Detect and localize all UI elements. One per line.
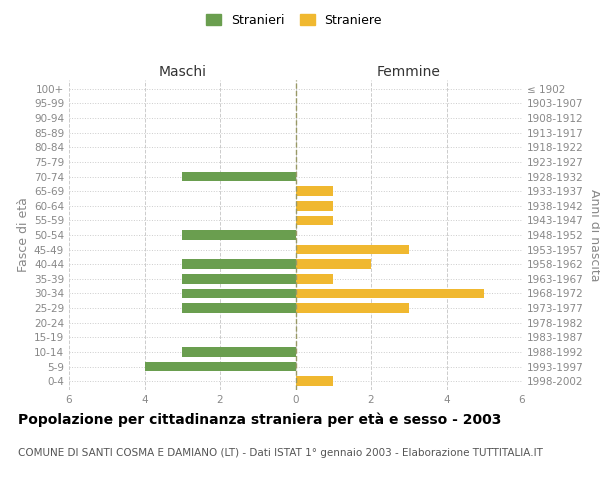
Bar [182,347,296,356]
Bar [296,274,333,283]
Bar [296,304,409,313]
Bar [182,172,296,182]
Bar [296,288,484,298]
Bar [182,304,296,313]
Bar [145,362,296,372]
Y-axis label: Anni di nascita: Anni di nascita [588,188,600,281]
Text: Maschi: Maschi [158,64,206,78]
Bar [296,245,409,254]
Bar [296,216,333,225]
Bar [296,186,333,196]
Legend: Stranieri, Straniere: Stranieri, Straniere [201,8,387,32]
Bar [182,274,296,283]
Bar [182,288,296,298]
Text: Popolazione per cittadinanza straniera per età e sesso - 2003: Popolazione per cittadinanza straniera p… [18,412,502,427]
Y-axis label: Fasce di età: Fasce di età [17,198,30,272]
Text: COMUNE DI SANTI COSMA E DAMIANO (LT) - Dati ISTAT 1° gennaio 2003 - Elaborazione: COMUNE DI SANTI COSMA E DAMIANO (LT) - D… [18,448,543,458]
Bar [296,201,333,210]
Text: Femmine: Femmine [377,64,440,78]
Bar [296,376,333,386]
Bar [182,260,296,269]
Bar [182,230,296,240]
Bar [296,260,371,269]
